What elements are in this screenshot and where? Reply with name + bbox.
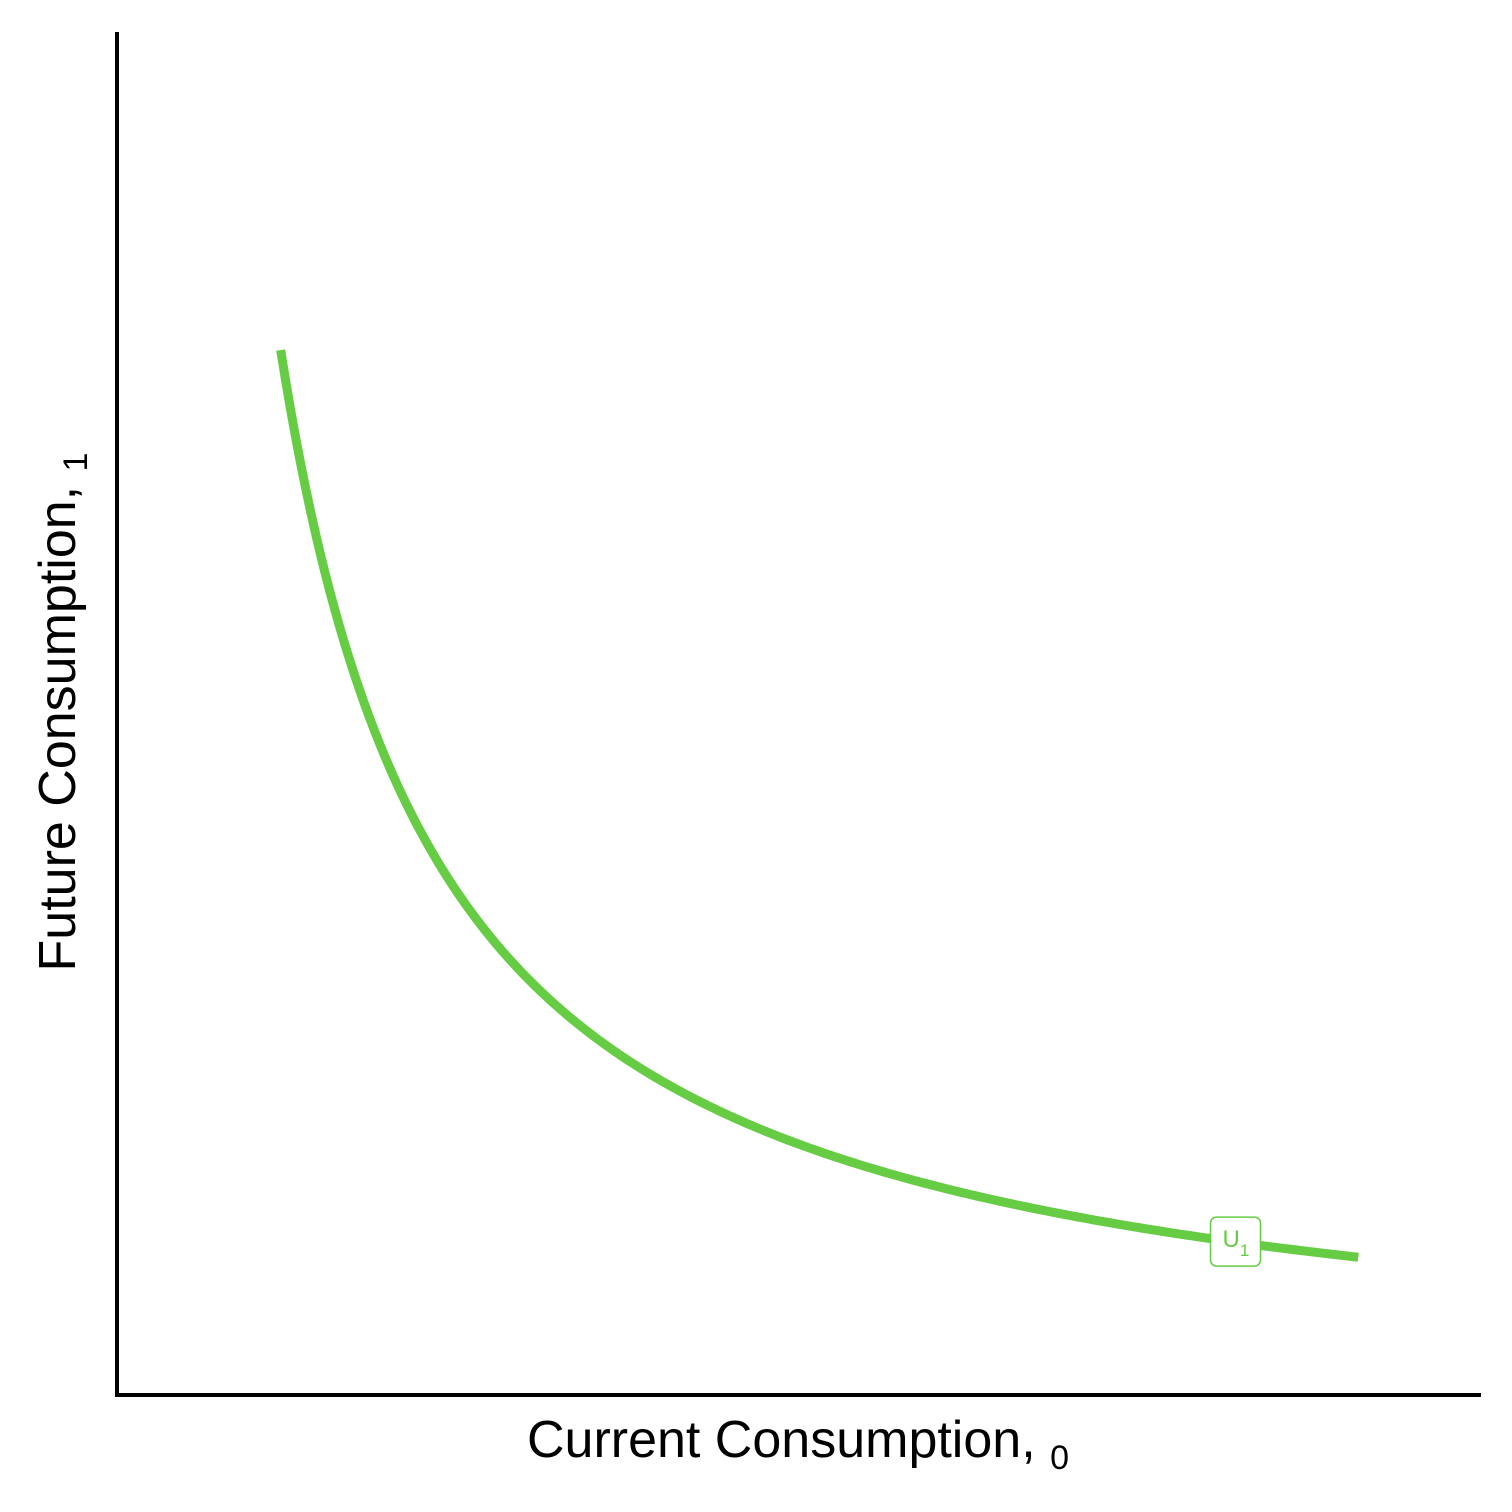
- y-axis-title-subscript: 1: [57, 453, 95, 472]
- curve-label-box: [1209, 1216, 1262, 1267]
- series-line-u1: [276, 349, 1359, 1262]
- x-axis-title-subscript: 0: [1050, 1439, 1069, 1477]
- y-axis-title-text: Future Consumption,: [29, 471, 87, 971]
- x-axis-title: Current Consumption, 0: [527, 1411, 1069, 1477]
- y-axis-title: Future Consumption, 1: [29, 453, 95, 972]
- x-axis-title-text: Current Consumption,: [527, 1411, 1050, 1469]
- curve-label-subscript: 1: [1240, 1241, 1249, 1260]
- curve-label-u1: U1: [1209, 1216, 1262, 1267]
- curve-label-main: U: [1222, 1226, 1239, 1253]
- curve-label-text: U1: [1222, 1226, 1249, 1260]
- plot-area: U1: [276, 349, 1359, 1267]
